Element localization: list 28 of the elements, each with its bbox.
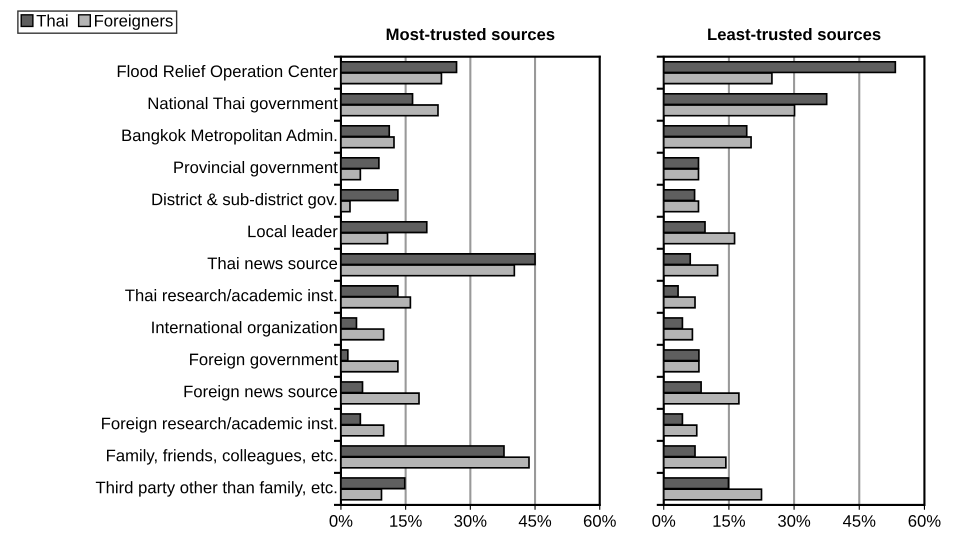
x-tick-label: 15% <box>713 515 745 527</box>
y-tick-label: Foreign government <box>190 353 338 369</box>
y-tick-label: Provincial government <box>174 160 338 177</box>
y-tick-label: Foreign research/academic inst. <box>102 417 336 433</box>
x-tick-label: 60% <box>908 515 941 527</box>
x-tick-label: 0% <box>652 515 676 527</box>
y-tick-label: Local leader <box>248 225 338 238</box>
x-tick-label: 30% <box>778 515 810 527</box>
legend-label: Foreigners <box>95 14 173 30</box>
chart-title: Most-trusted sources <box>386 28 554 40</box>
y-tick-label: Thai research/academic inst. <box>125 289 336 302</box>
y-tick-label: Foreign news source <box>184 385 338 401</box>
legend-label: Thai <box>36 14 68 27</box>
y-tick-label: District & sub-district gov. <box>152 192 336 209</box>
y-tick-label: Thai news source <box>208 257 338 270</box>
y-tick-label: National Thai government <box>148 96 338 112</box>
x-tick-label: 45% <box>842 515 876 527</box>
x-tick-label: 15% <box>390 515 422 527</box>
y-tick-label: Third party other than family, etc. <box>96 481 336 497</box>
y-tick-label: Family, friends, colleagues, etc. <box>107 449 336 465</box>
chart-title: Least-trusted sources <box>708 28 880 40</box>
x-tick-label: 30% <box>454 515 486 527</box>
y-tick-label: International organization <box>152 321 337 337</box>
y-tick-label: Flood Relief Operation Center <box>118 64 338 80</box>
x-tick-label: 60% <box>584 515 616 527</box>
x-tick-label: 0% <box>330 515 352 527</box>
x-tick-label: 45% <box>518 515 552 527</box>
y-tick-label: Bangkok Metropolitan Admin. <box>122 128 336 145</box>
